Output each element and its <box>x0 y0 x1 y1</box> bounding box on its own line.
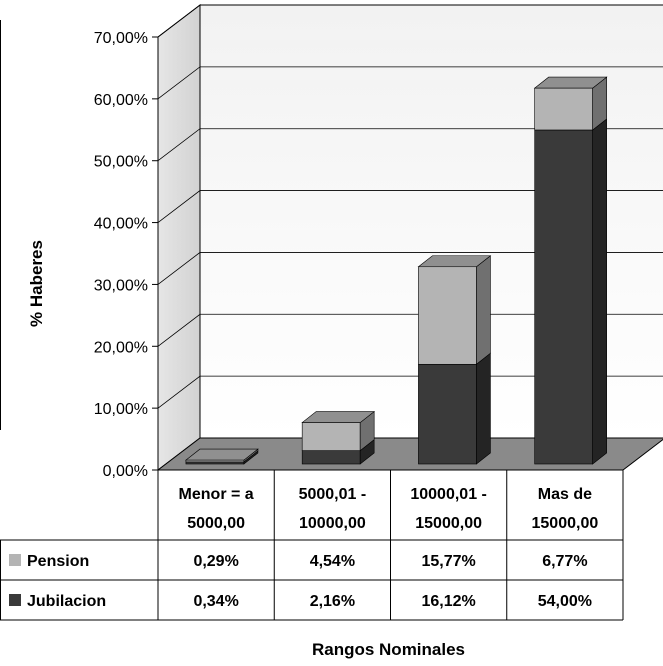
gridline <box>157 313 663 347</box>
x-axis-title: Rangos Nominales <box>312 640 465 659</box>
bar-pension-side <box>476 255 491 365</box>
y-tick-label: 50,00% <box>94 154 148 171</box>
bar-jubilacion-front <box>185 461 245 465</box>
bar-jubilacion-front <box>301 450 361 465</box>
y-tick-label: 30,00% <box>94 277 148 294</box>
y-tick-label: 20,00% <box>94 339 148 356</box>
y-tick-label: 10,00% <box>94 401 148 418</box>
category-label: 15000,00 <box>532 515 599 532</box>
data-label: 4,54% <box>310 553 355 570</box>
bar-jubilacion-front <box>418 363 477 465</box>
y-tick-label: 70,00% <box>94 30 148 47</box>
bar-pension-front <box>301 422 361 451</box>
bar-pension-top <box>417 255 492 268</box>
data-label: 16,12% <box>421 593 475 610</box>
category-label: Mas de <box>538 486 592 503</box>
bar-jubilacion-side <box>592 118 607 465</box>
bar-jubilacion-side <box>476 352 491 465</box>
bar-pension-front <box>534 87 593 131</box>
gridline <box>157 128 663 162</box>
category-label: Menor = a <box>179 486 254 503</box>
legend-label: Pension <box>27 553 89 570</box>
category-label: 15000,00 <box>415 515 482 532</box>
side-wall <box>157 3 201 472</box>
gridline <box>157 66 663 100</box>
y-tick-label: 60,00% <box>94 92 148 109</box>
gridline <box>157 190 663 223</box>
category-label: 10000,01 - <box>410 486 487 503</box>
category-label: 5000,01 - <box>299 486 367 503</box>
gridline <box>157 4 663 38</box>
data-label: 54,00% <box>538 593 592 610</box>
y-tick-label: 40,00% <box>94 216 148 233</box>
gridline <box>157 375 663 409</box>
y-axis-title: % Haberes <box>27 240 46 327</box>
y-tick-label: 0,00% <box>103 463 148 480</box>
legend-key <box>9 594 21 606</box>
legend-label: Jubilacion <box>27 593 106 610</box>
legend-key <box>9 554 21 566</box>
category-label: 5000,00 <box>187 515 245 532</box>
data-label: 0,34% <box>193 593 238 610</box>
data-label: 0,29% <box>193 553 238 570</box>
bar-pension-front <box>418 266 477 365</box>
bar-jubilacion-front <box>534 129 593 465</box>
category-label: 10000,00 <box>299 515 366 532</box>
data-label: 15,77% <box>421 553 475 570</box>
bar-pension-top <box>301 411 376 423</box>
gridline <box>157 252 663 285</box>
bar-pension-top <box>533 76 608 89</box>
data-label: 6,77% <box>542 553 587 570</box>
bar-pension-top <box>185 448 259 461</box>
data-label: 2,16% <box>310 593 355 610</box>
